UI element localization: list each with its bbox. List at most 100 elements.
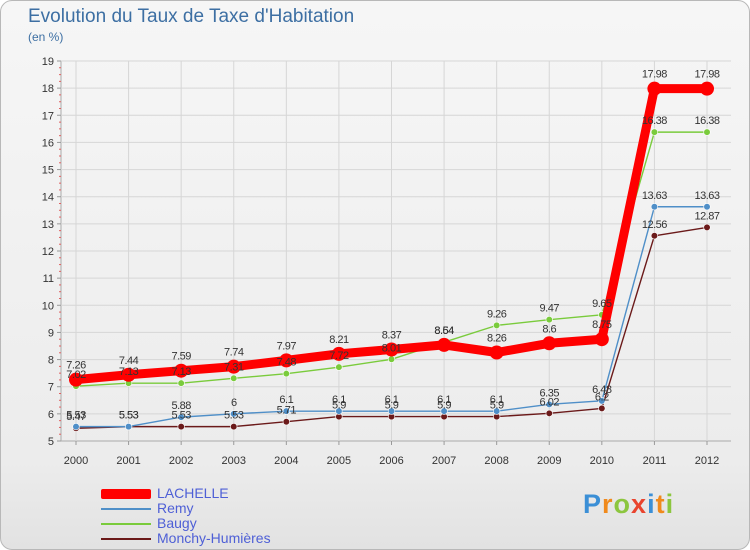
data-label: 6.1 <box>279 394 293 406</box>
legend-swatch-lachelle <box>101 489 151 499</box>
x-tick-label: 2003 <box>222 455 246 467</box>
data-point <box>387 355 396 363</box>
data-point <box>69 372 83 387</box>
data-label: 9.47 <box>540 303 560 315</box>
data-point <box>703 203 711 211</box>
data-point <box>650 203 659 211</box>
data-label: 17.98 <box>694 69 719 81</box>
chart-title: Evolution du Taux de Taxe d'Habitation <box>28 6 355 27</box>
data-point <box>493 407 501 415</box>
data-label: 8.01 <box>382 342 402 354</box>
legend-item[interactable]: Remy <box>101 500 361 516</box>
data-label: 7.48 <box>277 357 297 369</box>
legend-item[interactable]: Monchy-Humières <box>101 530 361 546</box>
data-point <box>594 332 609 347</box>
legend: LACHELLE Remy Baugy Monchy-Humières <box>101 485 361 546</box>
data-point <box>650 128 659 136</box>
data-point <box>282 370 290 378</box>
data-label: 5.53 <box>119 410 139 422</box>
data-label: 16.38 <box>694 115 719 127</box>
data-label: 6.1 <box>490 394 504 406</box>
data-label: 8.64 <box>434 325 454 337</box>
data-label: 7.44 <box>119 355 139 367</box>
y-tick-label: 11 <box>43 273 54 285</box>
data-point <box>177 423 185 431</box>
data-label: 7.02 <box>66 369 86 381</box>
legend-item[interactable]: Baugy <box>101 515 361 531</box>
data-point <box>174 363 189 378</box>
data-label: 13.63 <box>642 190 667 202</box>
data-point <box>230 423 238 431</box>
data-point <box>121 367 136 382</box>
data-point <box>335 407 343 415</box>
x-tick-label: 2004 <box>274 455 298 467</box>
data-point <box>72 423 80 431</box>
data-point <box>124 423 133 431</box>
data-label: 6.35 <box>540 387 560 399</box>
data-label: 5.88 <box>171 400 191 412</box>
data-label: 5.9 <box>490 400 504 412</box>
data-label: 7.13 <box>171 366 191 378</box>
data-label: 5.53 <box>224 410 244 422</box>
legend-swatch-baugy <box>101 523 151 525</box>
data-label: 6.48 <box>592 384 612 396</box>
y-tick-label: 17 <box>42 110 54 122</box>
y-tick-label: 13 <box>42 219 54 231</box>
data-label: 13.63 <box>694 190 719 202</box>
data-point <box>489 345 504 360</box>
data-label: 6.1 <box>332 394 346 406</box>
data-label: 12.87 <box>694 210 719 222</box>
y-tick-label: 9 <box>48 327 54 339</box>
data-point <box>331 346 346 361</box>
data-label: 6.1 <box>437 394 451 406</box>
data-point <box>650 232 659 240</box>
legend-swatch-monchy <box>101 538 151 540</box>
y-tick-label: 12 <box>42 246 54 258</box>
data-point <box>282 407 290 415</box>
data-label: 7.13 <box>119 366 139 378</box>
data-label: 5.53 <box>171 410 191 422</box>
y-tick-label: 14 <box>42 192 54 204</box>
x-tick-label: 2002 <box>169 455 193 467</box>
data-point <box>230 374 238 382</box>
legend-swatch-remy <box>101 508 151 510</box>
data-point <box>703 223 711 231</box>
series-layer <box>69 81 714 432</box>
y-tick-label: 7 <box>48 382 54 394</box>
x-tick-label: 2009 <box>537 455 561 467</box>
legend-label: Baugy <box>157 515 197 531</box>
data-label: 7.59 <box>171 351 191 363</box>
data-label: 6.2 <box>595 391 609 403</box>
x-tick-label: 2010 <box>590 455 614 467</box>
data-label: 8.54 <box>434 325 454 337</box>
data-label: 6 <box>231 397 237 409</box>
x-tick-label: 2011 <box>643 455 667 467</box>
y-tick-label: 8 <box>48 355 54 367</box>
data-label: 5.53 <box>119 410 139 422</box>
data-point <box>700 81 714 96</box>
data-point <box>384 342 399 357</box>
y-tick-label: 19 <box>42 56 54 68</box>
data-label: 7.74 <box>224 347 244 359</box>
data-label: 7.97 <box>277 340 297 352</box>
data-point <box>545 409 553 417</box>
data-point <box>440 407 448 415</box>
data-label: 8.21 <box>329 334 349 346</box>
legend-label: Remy <box>157 500 194 516</box>
x-tick-label: 2008 <box>484 455 508 467</box>
data-label: 8.6 <box>542 323 556 335</box>
data-label: 5.53 <box>66 410 86 422</box>
data-label: 8.75 <box>592 319 612 331</box>
grid-lines <box>61 60 731 441</box>
y-unit-label: (en %) <box>28 30 64 44</box>
data-label: 17.98 <box>642 69 667 81</box>
data-point <box>647 81 662 96</box>
x-tick-label: 2012 <box>695 455 719 467</box>
data-label: 8.26 <box>487 333 507 345</box>
data-label: 5.47 <box>66 411 86 423</box>
data-label: 6.02 <box>540 396 560 408</box>
legend-item[interactable]: LACHELLE <box>101 485 361 501</box>
data-point <box>387 407 396 415</box>
y-tick-label: 16 <box>42 137 54 149</box>
